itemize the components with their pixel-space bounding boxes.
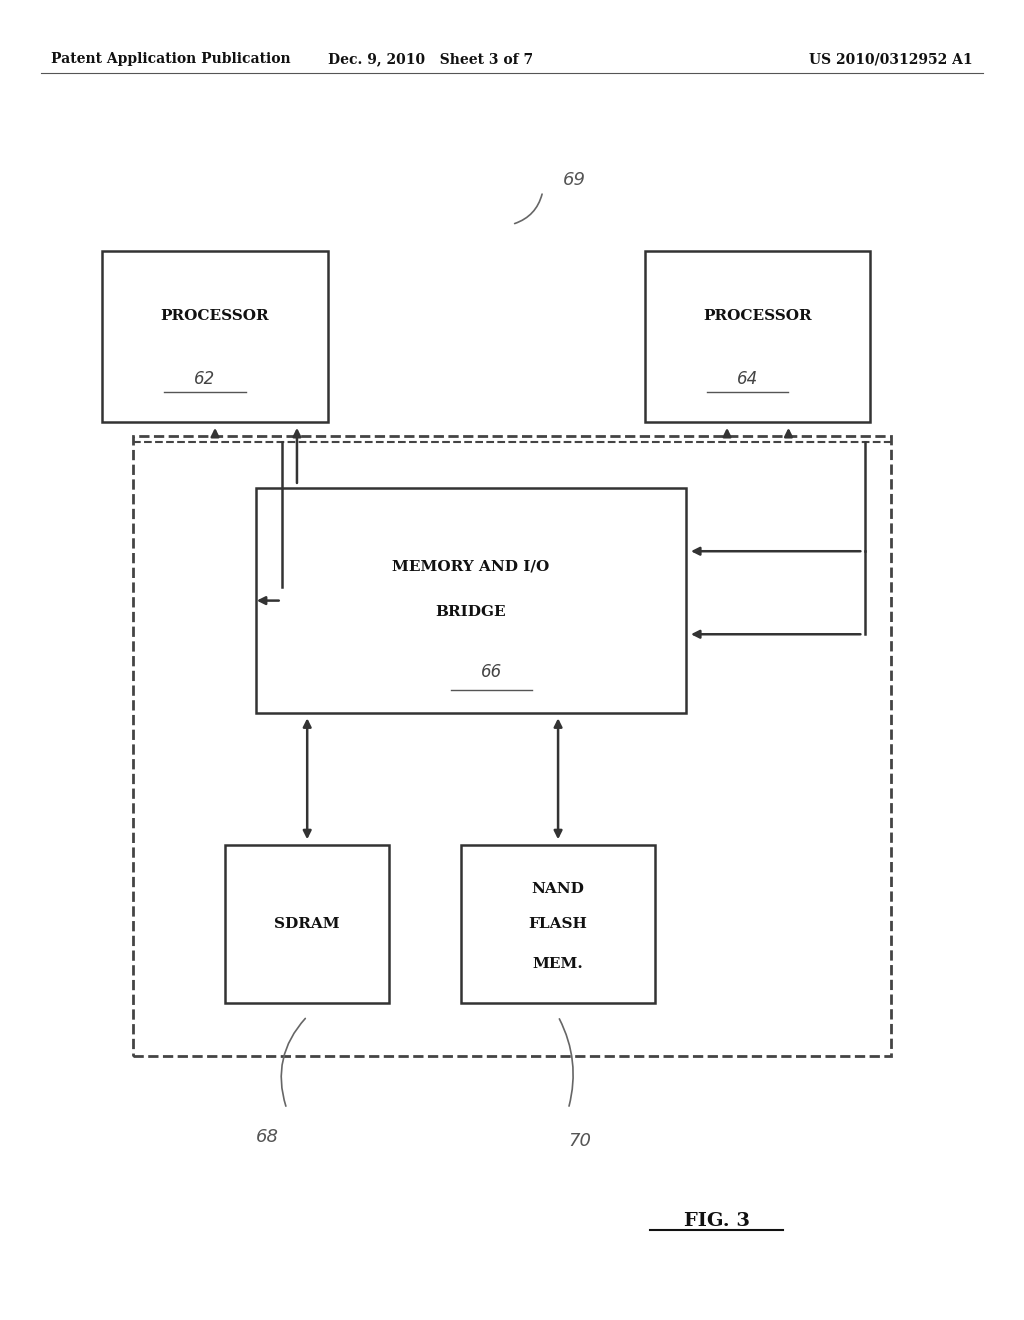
Text: 62: 62 xyxy=(195,371,215,388)
Text: 68: 68 xyxy=(256,1127,279,1146)
Text: Dec. 9, 2010   Sheet 3 of 7: Dec. 9, 2010 Sheet 3 of 7 xyxy=(328,53,532,66)
FancyBboxPatch shape xyxy=(256,488,686,713)
Text: 64: 64 xyxy=(737,371,758,388)
FancyBboxPatch shape xyxy=(645,251,870,422)
FancyBboxPatch shape xyxy=(102,251,328,422)
Text: FIG. 3: FIG. 3 xyxy=(684,1212,750,1230)
Text: 66: 66 xyxy=(481,664,502,681)
FancyBboxPatch shape xyxy=(225,845,389,1003)
Text: BRIDGE: BRIDGE xyxy=(436,605,506,619)
Text: MEM.: MEM. xyxy=(532,957,584,970)
Text: US 2010/0312952 A1: US 2010/0312952 A1 xyxy=(809,53,973,66)
FancyBboxPatch shape xyxy=(461,845,655,1003)
Text: 69: 69 xyxy=(563,170,586,189)
Text: 70: 70 xyxy=(568,1131,591,1150)
Text: PROCESSOR: PROCESSOR xyxy=(161,309,269,323)
Text: Patent Application Publication: Patent Application Publication xyxy=(51,53,291,66)
Text: SDRAM: SDRAM xyxy=(274,917,340,931)
Text: FLASH: FLASH xyxy=(528,917,588,931)
Text: NAND: NAND xyxy=(531,882,585,896)
Text: MEMORY AND I/O: MEMORY AND I/O xyxy=(392,560,550,574)
Text: PROCESSOR: PROCESSOR xyxy=(703,309,812,323)
